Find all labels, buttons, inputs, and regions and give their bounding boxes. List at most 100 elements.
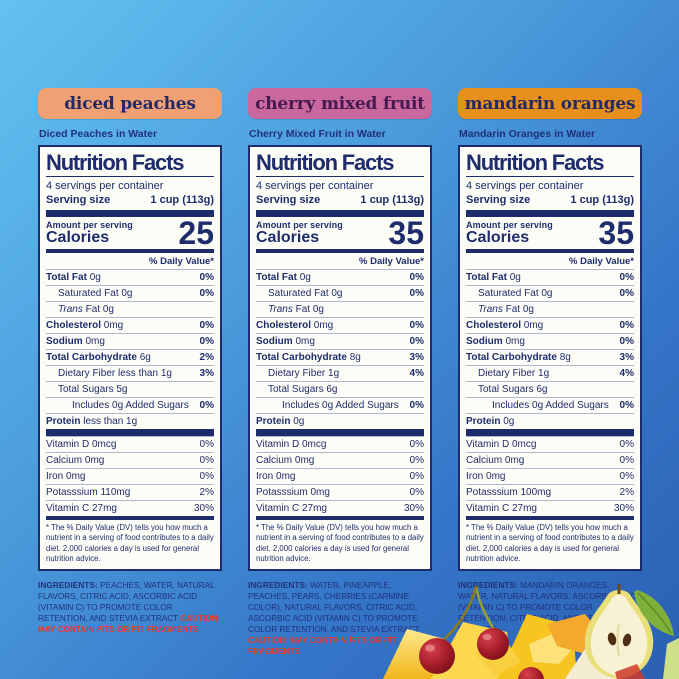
vitamin-rows: Vitamin D 0mcg 0% Calcium 0mg 0% Iron 0mg 0% P… — [256, 436, 424, 516]
nutrient-row: Protein 0g — [466, 413, 634, 429]
vitamin-row: Potasssium 100mg 2% — [466, 484, 634, 500]
vitamin-name: Potasssium 110mg — [46, 487, 131, 499]
serving-size-row: Serving size 1 cup (113g) — [46, 192, 214, 210]
nutrient-name: Total Carbohydrate — [256, 352, 347, 364]
daily-value-header: % Daily Value* — [569, 256, 634, 268]
nutrient-row: Cholesterol 0mg 0% — [466, 317, 634, 333]
nutrition-facts-panel: Nutrition Facts 4 servings per container… — [248, 145, 432, 571]
vitamin-percent: 0% — [199, 471, 214, 483]
nutrient-amount: 6g — [136, 352, 151, 364]
vitamin-row: Iron 0mg 0% — [46, 468, 214, 484]
vitamin-percent: 0% — [409, 439, 424, 451]
nutrient-row: Dietary Fiber 1g 4% — [466, 365, 634, 381]
nutrient-amount: Includes 0g Added Sugars — [492, 400, 609, 412]
nutrient-name: Cholesterol — [256, 320, 312, 332]
nutrient-amount: 0mg — [82, 336, 105, 348]
vitamin-name: Calcium 0mg — [46, 455, 105, 467]
ingredients-list: PEACHES, WATER, NATURAL FLAVORS, CITRIC … — [38, 580, 215, 623]
vitamin-name: Vitamin D 0mcg — [256, 439, 327, 451]
daily-value-percent: 2% — [199, 352, 214, 364]
divider-medium — [46, 516, 214, 521]
daily-value-header: % Daily Value* — [149, 256, 214, 268]
divider-thick — [466, 429, 634, 437]
nutrient-amount: 0mg — [521, 320, 544, 332]
vitamin-name: Vitamin D 0mcg — [46, 439, 117, 451]
nutrient-name: Protein — [466, 416, 501, 428]
nutrient-amount: Dietary Fiber less than 1g — [58, 368, 172, 380]
nutrient-row: Protein less than 1g — [46, 413, 214, 429]
nutrient-amount: 0mg — [292, 336, 315, 348]
flavor-subtitle: Diced Peaches in Water — [39, 128, 158, 140]
daily-value-percent: 0% — [199, 272, 214, 284]
vitamin-name: Calcium 0mg — [466, 455, 525, 467]
flavor-badge-label: cherry mixed fruit — [255, 93, 425, 114]
nutrient-row: Sodium 0mg 0% — [466, 333, 634, 349]
nutrient-amount: Total Sugars 5g — [58, 384, 128, 396]
calories-value: 25 — [178, 215, 214, 252]
nutrient-name: Sodium — [46, 336, 83, 348]
nutrient-row: Total Sugars 5g — [46, 381, 214, 397]
nutrient-row: Saturated Fat 0g 0% — [46, 285, 214, 301]
vitamin-percent: 30% — [193, 503, 214, 515]
vitamin-row: Vitamin D 0mcg 0% — [46, 436, 214, 452]
nutrient-name: Total Fat — [46, 272, 87, 284]
vitamin-row: Vitamin D 0mcg 0% — [256, 436, 424, 452]
nutrient-row: Total Fat 0g 0% — [466, 269, 634, 285]
calories-value: 35 — [388, 215, 424, 252]
nutrition-facts-title: Nutrition Facts — [46, 151, 214, 178]
daily-value-percent: 0% — [199, 400, 214, 412]
flavor-panel: mandarin oranges Mandarin Oranges in Wat… — [458, 88, 642, 635]
vitamin-percent: 0% — [199, 455, 214, 467]
nutrient-amount: 0g — [500, 416, 515, 428]
ingredients-label: INGREDIENTS: — [248, 580, 308, 590]
serving-size-label: Serving size — [466, 194, 531, 207]
flavor-badge-label: diced peaches — [64, 93, 196, 114]
serving-size-label: Serving size — [46, 194, 111, 207]
daily-value-percent: 0% — [619, 336, 634, 348]
vitamin-percent: 0% — [409, 471, 424, 483]
nutrient-row: Dietary Fiber 1g 4% — [256, 365, 424, 381]
daily-value-percent: 4% — [409, 368, 424, 380]
nutrient-row: Total Sugars 6g — [256, 381, 424, 397]
nutrition-facts-panel: Nutrition Facts 4 servings per container… — [38, 145, 222, 571]
vitamin-percent: 0% — [619, 471, 634, 483]
daily-value-percent: 0% — [199, 336, 214, 348]
nutrient-name: Total Fat — [256, 272, 297, 284]
nutrient-row: Sodium 0mg 0% — [46, 333, 214, 349]
amount-per-serving-label: Amount per serving — [46, 220, 133, 231]
daily-value-percent: 0% — [619, 320, 634, 332]
daily-value-percent: 3% — [199, 368, 214, 380]
nutrient-row: Saturated Fat 0g 0% — [466, 285, 634, 301]
nutrient-amount: Fat 0g — [502, 304, 534, 316]
ingredients-text: INGREDIENTS: WATER, PINEAPPLE, PEACHES, … — [248, 580, 432, 657]
vitamin-percent: 2% — [199, 487, 214, 499]
daily-value-percent: 4% — [619, 368, 634, 380]
vitamin-percent: 0% — [619, 455, 634, 467]
daily-value-percent: 0% — [409, 288, 424, 300]
nutrient-amount: Includes 0g Added Sugars — [72, 400, 189, 412]
daily-value-header: % Daily Value* — [359, 256, 424, 268]
divider-thick — [256, 429, 424, 437]
ingredients-label: INGREDIENTS: — [458, 580, 518, 590]
divider-thick — [256, 210, 424, 218]
daily-value-percent: 0% — [409, 320, 424, 332]
nutrient-name: Sodium — [256, 336, 293, 348]
nutrient-name: Cholesterol — [466, 320, 522, 332]
servings-per-container: 4 servings per container — [46, 180, 164, 193]
divider-medium — [256, 249, 424, 254]
nutrient-row: Trans Fat 0g — [256, 301, 424, 317]
nutrient-row: Includes 0g Added Sugars 0% — [46, 397, 214, 413]
nutrient-row: Cholesterol 0mg 0% — [46, 317, 214, 333]
serving-size-row: Serving size 1 cup (113g) — [466, 192, 634, 210]
nutrient-row: Includes 0g Added Sugars 0% — [466, 397, 634, 413]
vitamin-percent: 0% — [409, 487, 424, 499]
vitamin-row: Potasssium 110mg 2% — [46, 484, 214, 500]
calories-label: Calories — [466, 229, 530, 247]
daily-value-percent: 0% — [619, 400, 634, 412]
nutrient-row: Total Carbohydrate 6g 2% — [46, 349, 214, 365]
daily-value-footnote: * The % Daily Value (DV) tells you how m… — [466, 523, 634, 563]
flavor-badge: diced peaches — [38, 88, 222, 119]
divider-thick — [466, 210, 634, 218]
nutrient-amount: 8g — [556, 352, 571, 364]
vitamin-name: Iron 0mg — [466, 471, 506, 483]
